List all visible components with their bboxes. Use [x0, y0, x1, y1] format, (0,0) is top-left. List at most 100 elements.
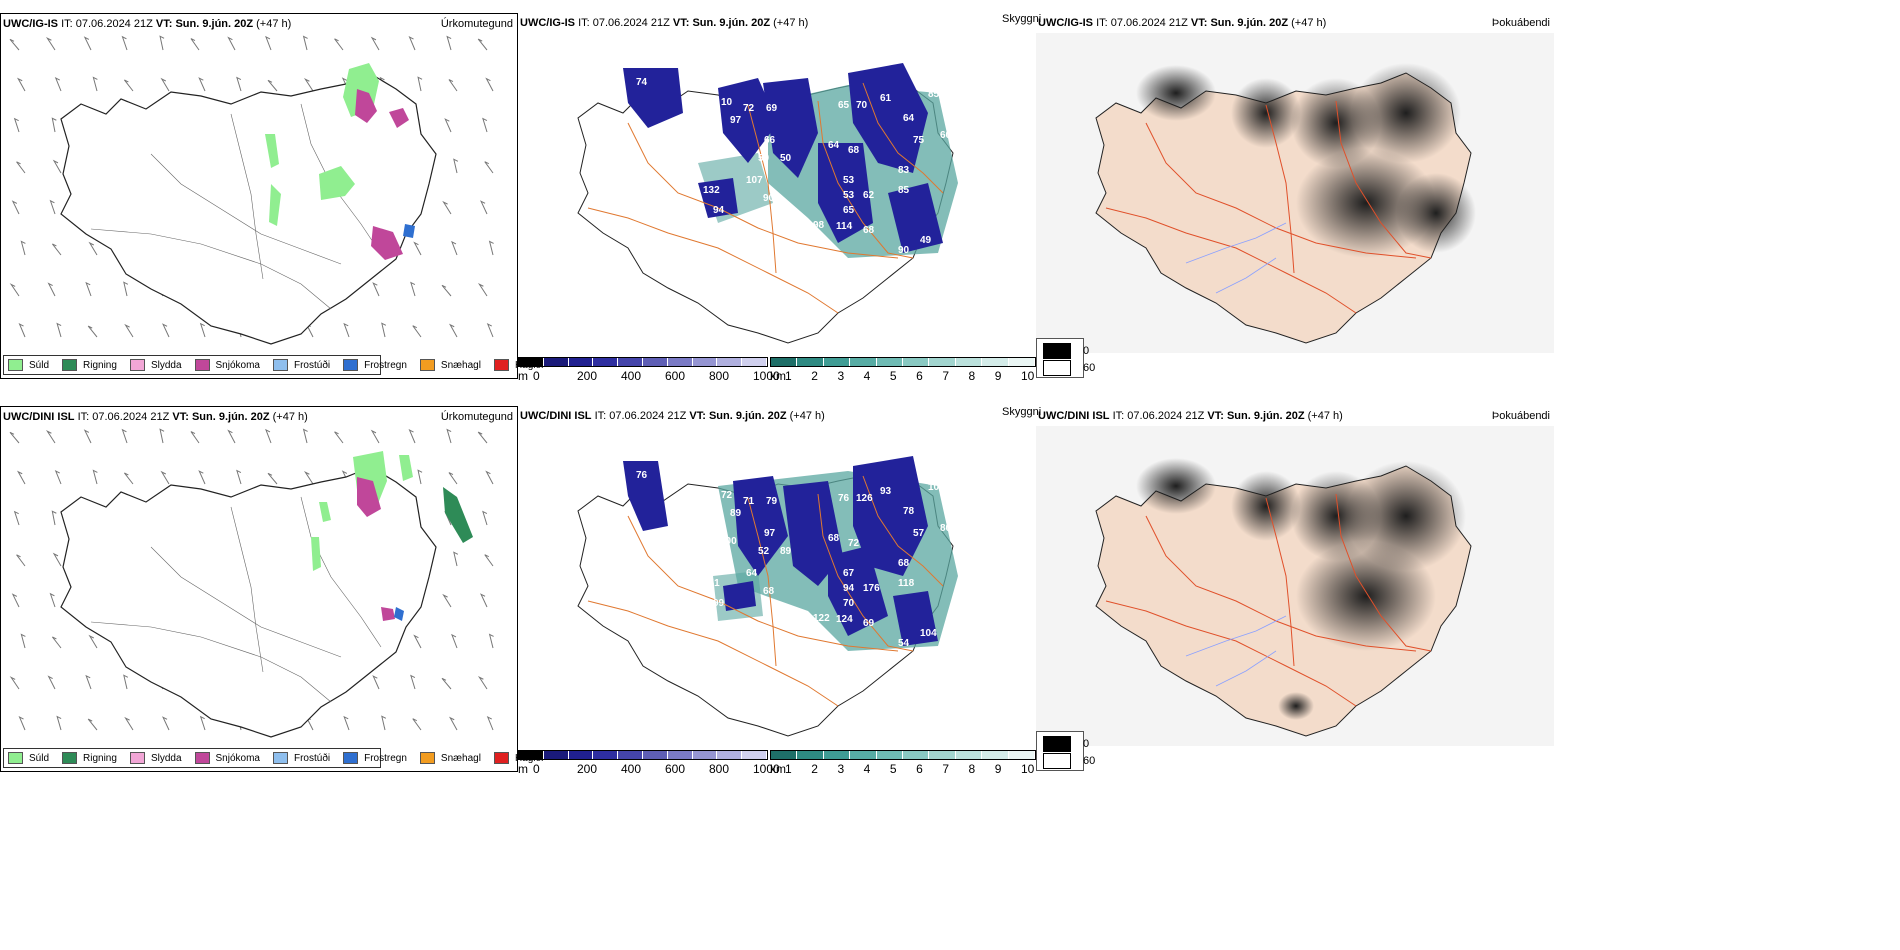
vt-value: Sun. 9.jún. 20Z: [708, 410, 787, 422]
colorbar-segment: [642, 751, 668, 759]
legend-swatch: [493, 359, 509, 371]
colorbar-tick-label: 600: [665, 762, 686, 776]
cloud-base-value: 52: [758, 546, 770, 557]
precip-patches: [311, 451, 473, 621]
wind-barb: [52, 159, 62, 174]
roads: [587, 475, 944, 707]
cloud-base-value: 53: [843, 190, 855, 201]
colorbar-segment: [742, 751, 767, 759]
wind-barb: [236, 76, 242, 92]
legend-swatch: [194, 359, 210, 371]
colorbar-tick-label: 3: [837, 762, 845, 776]
colorbar-segment: [797, 751, 824, 759]
wind-barb: [9, 283, 20, 297]
colorbar-segment: [982, 358, 1009, 366]
wind-barb: [302, 35, 308, 51]
colorbar-tick-label: 9: [994, 762, 1002, 776]
wind-barb: [448, 79, 458, 92]
colorbar-segment: [692, 358, 718, 366]
wind-barb: [343, 715, 350, 731]
wind-barb: [13, 117, 20, 133]
wind-barb: [87, 718, 98, 731]
cloud-base-value: 50: [780, 153, 792, 164]
cloud-base-unit: m: [518, 369, 528, 383]
wind-barb: [480, 200, 488, 215]
cloud-base-value: 118: [898, 578, 915, 589]
wind-barb: [303, 77, 314, 92]
wind-barb: [159, 428, 165, 444]
cloud-base-value: 72: [721, 490, 733, 501]
cloud-base-shading: [623, 63, 943, 253]
legend-swatch: [419, 752, 435, 764]
cloud-base-value: 85: [898, 185, 910, 196]
legend-item: Frostúði: [272, 359, 330, 371]
cloud-base-value: 69: [863, 618, 875, 629]
cloud-base-value: 132: [703, 185, 720, 196]
colorbar-segment: [593, 358, 619, 366]
colorbar-tick-label: 1: [785, 762, 792, 776]
wind-barb: [16, 161, 26, 174]
legend-label: Snjókoma: [215, 752, 260, 764]
cloud-base-value: 49: [920, 235, 932, 246]
colorbar-tick-label: 3: [837, 369, 845, 383]
cloud-base-value: 61: [880, 93, 892, 104]
cloud-base-value: 80: [940, 523, 952, 534]
wind-barb: [20, 633, 26, 649]
cloud-base-value: 65: [843, 205, 855, 216]
iceland-coastline: [60, 466, 437, 738]
visibility-unit: km: [770, 762, 786, 776]
colorbar-tick-label: 2: [811, 369, 818, 383]
it-label: IT:: [61, 18, 73, 30]
visibility-bar: [770, 357, 1036, 367]
wind-barb: [16, 554, 26, 567]
fog-header: UWC/IG-IS IT: 07.06.2024 21Z VT: Sun. 9.…: [1036, 13, 1554, 33]
colorbar-tick-label: 0: [533, 762, 540, 776]
cloud-base-bar: [518, 750, 768, 760]
lead-time: (+47 h): [773, 17, 809, 29]
colorbar-segment: [771, 751, 798, 759]
wind-barb: [124, 323, 134, 338]
legend-item: Slydda: [129, 359, 182, 371]
iceland-coastline: [60, 73, 437, 345]
wind-barb: [198, 77, 206, 92]
model-name: UWC/IG-IS: [1038, 17, 1093, 29]
wind-barb: [85, 281, 92, 297]
fog-map: [1036, 33, 1554, 353]
model-name: UWC/IG-IS: [520, 17, 575, 29]
colorbar-tick-label: 7: [942, 369, 950, 383]
legend-label: Frostregn: [364, 752, 407, 764]
wind-barb: [190, 38, 200, 51]
wind-barb: [18, 323, 26, 338]
legend-item: Snæhagl: [419, 359, 481, 371]
wind-barb: [227, 429, 236, 444]
wind-barb: [190, 431, 200, 444]
wind-barb: [410, 674, 416, 690]
wind-barb: [9, 38, 20, 51]
wind-barb: [484, 161, 494, 174]
legend-swatch: [343, 752, 359, 764]
cloud-base-value: 67: [843, 568, 855, 579]
legend-swatch: [272, 752, 288, 764]
cloud-base-value: 94: [843, 583, 855, 594]
legend-label: Rigning: [83, 752, 117, 764]
legend-swatch: [62, 359, 78, 371]
wind-barb: [265, 35, 272, 51]
fog-panel-top: UWC/IG-IS IT: 07.06.2024 21Z VT: Sun. 9.…: [1036, 13, 1554, 379]
colorbar-segment: [692, 751, 718, 759]
lead-time: (+47 h): [789, 410, 825, 422]
cloud-base-value: 90: [898, 245, 910, 256]
legend-swatch: [129, 752, 145, 764]
legend-swatch: [272, 359, 288, 371]
colorbar-segment: [771, 358, 798, 366]
colorbar-segment: [903, 358, 930, 366]
legend-label: Snæhagl: [440, 359, 481, 371]
cloud-base-value: 94: [713, 205, 725, 216]
wind-barb: [121, 35, 128, 51]
cloud-base-value: 79: [766, 496, 778, 507]
wind-barb: [448, 716, 458, 731]
precip-title: Úrkomutegund: [440, 411, 513, 423]
wind-barb: [334, 38, 344, 51]
cloud-base-colorbar: m 0 200 400 600 800 1000: [518, 357, 780, 383]
cloud-base-value: 351: [703, 578, 720, 589]
colorbar-tick-label: 8: [968, 369, 976, 383]
